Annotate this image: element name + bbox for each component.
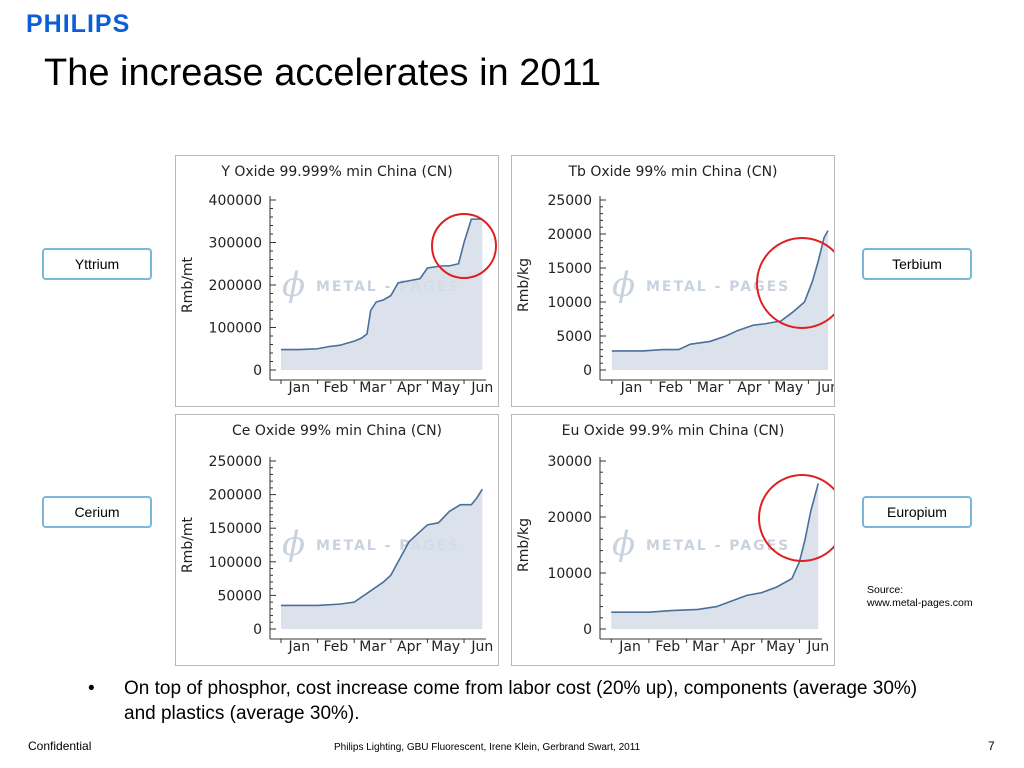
x-tick-label: Jun (816, 380, 834, 396)
yttrium-label: Yttrium (42, 248, 152, 280)
x-tick-label: Apr (397, 639, 421, 655)
x-tick-label: Jun (806, 639, 829, 655)
series-line (611, 230, 829, 352)
y-tick-label: 0 (253, 622, 262, 638)
y-tick-label: 15000 (547, 261, 592, 277)
x-tick-label: Jan (287, 380, 310, 396)
x-tick-label: May (766, 639, 795, 655)
x-tick-label: Feb (655, 639, 680, 655)
x-tick-label: Feb (658, 380, 683, 396)
y-tick-label: 100000 (209, 321, 262, 337)
x-tick-label: Mar (692, 639, 719, 655)
y-tick-label: 5000 (556, 329, 592, 345)
y-tick-label: 30000 (547, 454, 592, 470)
cerium-chart: Ce Oxide 99% min China (CN) Rmb/mt ϕ METAL … (175, 414, 499, 666)
highlight-circle (756, 237, 834, 329)
highlight-circle (758, 474, 834, 562)
y-tick-label: 10000 (547, 295, 592, 311)
x-tick-label: Jan (620, 380, 643, 396)
footer-confidential: Confidential (28, 739, 92, 753)
series-line (280, 218, 483, 351)
x-tick-label: Mar (359, 380, 386, 396)
chart-title: Tb Oxide 99% min China (CN) (567, 164, 777, 180)
x-tick-label: Mar (697, 380, 724, 396)
y-tick-label: 0 (583, 363, 592, 379)
source-note: Source: www.metal-pages.com (867, 584, 973, 610)
series-line (611, 483, 820, 613)
y-tick-label: 400000 (209, 193, 262, 209)
series-line (280, 488, 484, 607)
philips-logo: PHILIPS (26, 10, 131, 38)
europium-label: Europium (862, 496, 972, 528)
footer-credit: Philips Lighting, GBU Fluorescent, Irene… (334, 742, 641, 753)
watermark-phi-icon: ϕ (612, 524, 635, 564)
watermark: ϕ METAL - PAGES (612, 265, 790, 305)
x-tick-label: Feb (323, 380, 348, 396)
highlight-circle (431, 213, 497, 279)
series-area (611, 230, 829, 370)
europium-chart: Eu Oxide 99.9% min China (CN) Rmb/kg ϕ META… (511, 414, 835, 666)
y-axis-label: Rmb/mt (180, 516, 196, 573)
bullet-marker: • (88, 678, 95, 699)
source-url: www.metal-pages.com (867, 597, 973, 609)
x-tick-label: Apr (737, 380, 761, 396)
chart-title: Y Oxide 99.999% min China (CN) (220, 164, 452, 180)
y-tick-label: 0 (583, 622, 592, 638)
page-number: 7 (988, 739, 995, 753)
x-tick-label: Jun (470, 639, 493, 655)
y-tick-label: 25000 (547, 193, 592, 209)
x-tick-label: Jan (287, 639, 310, 655)
yttrium-chart: Y Oxide 99.999% min China (CN) Rmb/mt ϕ MET… (175, 155, 499, 407)
x-tick-label: Apr (397, 380, 421, 396)
y-tick-label: 300000 (209, 236, 262, 252)
watermark-text: METAL - PAGES (646, 538, 790, 554)
y-tick-label: 50000 (217, 588, 262, 604)
watermark-phi-icon: ϕ (282, 524, 305, 564)
y-tick-label: 200000 (209, 278, 262, 294)
watermark-text: METAL - PAGES (646, 279, 790, 295)
y-tick-label: 20000 (547, 510, 592, 526)
y-tick-label: 150000 (209, 521, 262, 537)
bullet-text: On top of phosphor, cost increase come f… (124, 678, 918, 724)
source-label: Source: (867, 584, 904, 596)
watermark-phi-icon: ϕ (612, 265, 635, 305)
chart-title: Eu Oxide 99.9% min China (CN) (562, 423, 785, 439)
x-tick-label: Jan (618, 639, 641, 655)
y-tick-label: 250000 (209, 454, 262, 470)
series-area (611, 483, 819, 629)
y-axis-label: Rmb/kg (516, 518, 532, 572)
chart-title: Ce Oxide 99% min China (CN) (232, 423, 442, 439)
terbium-chart: Tb Oxide 99% min China (CN) Rmb/kg ϕ METAL … (511, 155, 835, 407)
page-title: The increase accelerates in 2011 (44, 52, 601, 94)
x-tick-label: May (774, 380, 803, 396)
x-tick-label: Feb (323, 639, 348, 655)
y-tick-label: 20000 (547, 227, 592, 243)
x-tick-label: May (431, 639, 460, 655)
y-tick-label: 100000 (209, 555, 262, 571)
y-tick-label: 200000 (209, 488, 262, 504)
y-axis-label: Rmb/mt (180, 256, 196, 313)
x-tick-label: May (431, 380, 460, 396)
y-axis-label: Rmb/kg (516, 258, 532, 312)
x-tick-label: Apr (731, 639, 755, 655)
y-tick-label: 0 (253, 363, 262, 379)
cerium-label: Cerium (42, 496, 152, 528)
x-tick-label: Jun (470, 380, 493, 396)
y-tick-label: 10000 (547, 566, 592, 582)
terbium-label: Terbium (862, 248, 972, 280)
watermark: ϕ METAL - PAGES (612, 524, 790, 564)
x-tick-label: Mar (359, 639, 386, 655)
watermark-phi-icon: ϕ (282, 265, 305, 305)
series-area (280, 219, 483, 370)
